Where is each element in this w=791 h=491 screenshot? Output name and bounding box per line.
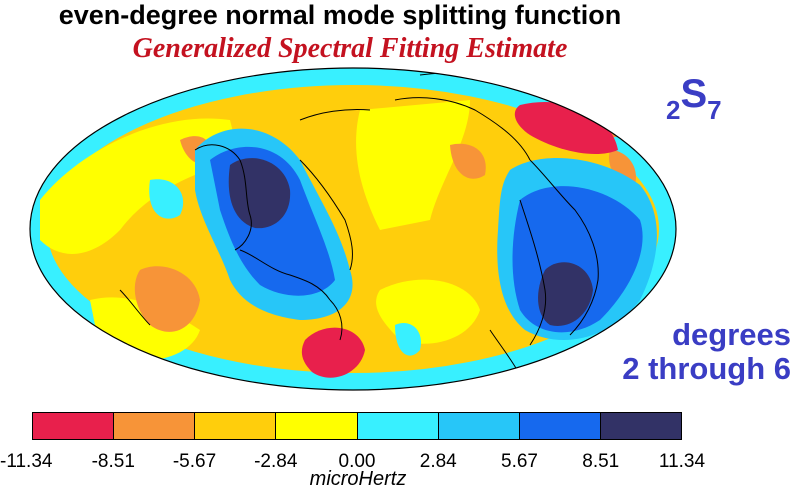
colorbar-swatch [438,413,520,439]
colorbar-swatch [276,413,358,439]
colorbar-tick-label: 5.67 [501,451,538,472]
degrees-line-2: 2 through 6 [622,351,791,386]
mode-overtone-number: 2 [666,95,681,125]
mode-type-letter: S [680,72,708,116]
colorbar [32,412,682,440]
mode-label: 2S7 [666,72,722,125]
colorbar-swatch [357,413,439,439]
page-title: even-degree normal mode splitting functi… [58,0,622,30]
colorbar-tick-label: -11.34 [0,451,53,472]
degrees-label: degrees 2 through 6 [591,318,791,386]
splitting-function-map [29,67,677,391]
colorbar-unit: microHertz [309,468,407,490]
colorbar-swatch [114,413,196,439]
colorbar-tick-label: 11.34 [658,451,706,472]
colorbar-swatch [33,413,115,439]
colorbar-swatch [519,413,601,439]
degrees-line-1: degrees [672,317,791,352]
page-subtitle: Generalized Spectral Fitting Estimate [132,33,568,64]
colorbar-tick-label: 2.84 [419,451,457,472]
colorbar-tick-label: 8.51 [582,451,620,472]
colorbar-tick-label: -8.51 [91,451,135,472]
colorbar-swatch [600,413,681,439]
mode-angular-order: 7 [707,95,722,125]
map-outline [29,67,677,391]
colorbar-swatch [195,413,277,439]
colorbar-tick-label: 0.00 [338,451,376,472]
colorbar-tick-label: -5.67 [172,451,217,472]
colorbar-tick-label: -2.84 [254,451,298,472]
